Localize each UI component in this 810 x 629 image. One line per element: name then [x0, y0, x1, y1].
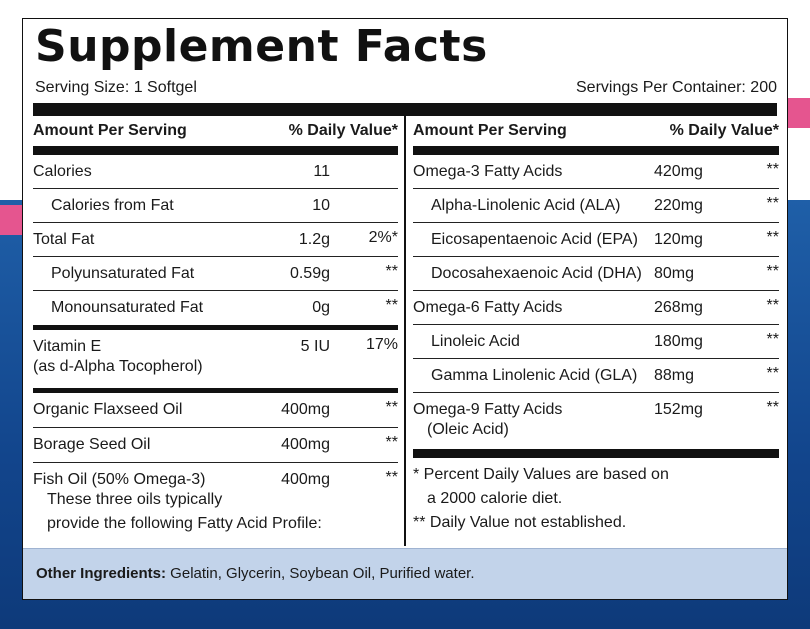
amount-per-serving-heading: Amount Per Serving	[33, 122, 187, 139]
fatty-acid-amount: 120mg	[654, 231, 703, 248]
fatty-acid-amount: 220mg	[654, 197, 703, 214]
ingredient-amount: 400mg	[281, 401, 330, 418]
fatty-acid-daily-value: **	[766, 229, 779, 246]
header-divider	[33, 146, 398, 155]
other-ingredients-text: Gelatin, Glycerin, Soybean Oil, Purified…	[166, 565, 475, 582]
amount-per-serving-heading: Amount Per Serving	[413, 122, 567, 139]
fatty-acid-amount: 80mg	[654, 265, 695, 282]
left-column: Amount Per Serving % Daily Value* Calori…	[33, 116, 398, 543]
row-omega-6: Omega-6 Fatty Acids 268mg **	[413, 291, 779, 325]
nutrient-amount: 0g	[312, 299, 330, 316]
serving-size: Serving Size: 1 Softgel	[35, 79, 197, 96]
fatty-acid-daily-value: **	[766, 263, 779, 280]
footnote-dv-not-established: ** Daily Value not established.	[413, 514, 627, 531]
row-gla: Gamma Linolenic Acid (GLA) 88mg **	[413, 359, 779, 393]
fatty-acid-name: Gamma Linolenic Acid (GLA)	[431, 367, 638, 384]
fatty-acid-daily-value: **	[766, 161, 779, 178]
ingredient-amount: 400mg	[281, 436, 330, 453]
row-borage-seed-oil: Borage Seed Oil 400mg **	[33, 428, 398, 463]
fatty-acid-note-line-1: These three oils typically	[47, 491, 223, 508]
supplement-facts-panel: Supplement Facts Serving Size: 1 Softgel…	[22, 18, 788, 600]
row-dha: Docosahexaenoic Acid (DHA) 80mg **	[413, 257, 779, 291]
nutrient-name: Polyunsaturated Fat	[51, 265, 195, 282]
row-omega-3: Omega-3 Fatty Acids 420mg **	[413, 155, 779, 189]
nutrient-amount: 5 IU	[300, 338, 330, 355]
fatty-acid-daily-value: **	[766, 399, 779, 416]
fatty-acid-name: Eicosapentaenoic Acid (EPA)	[431, 231, 638, 248]
right-column-header: Amount Per Serving % Daily Value*	[413, 116, 779, 146]
fatty-acid-daily-value: **	[766, 195, 779, 212]
nutrient-name: Calories	[33, 163, 92, 180]
header-divider	[413, 146, 779, 155]
row-polyunsaturated-fat: Polyunsaturated Fat 0.59g **	[33, 257, 398, 291]
row-organic-flaxseed-oil: Organic Flaxseed Oil 400mg **	[33, 393, 398, 428]
row-monounsaturated-fat: Monounsaturated Fat 0g **	[33, 291, 398, 325]
row-fish-oil: Fish Oil (50% Omega-3) 400mg ** These th…	[33, 463, 398, 543]
fatty-acid-amount: 180mg	[654, 333, 703, 350]
footnote-calorie-diet: a 2000 calorie diet.	[427, 490, 563, 507]
section-divider	[33, 388, 398, 393]
servings-per-container: Servings Per Container: 200	[576, 79, 777, 96]
daily-value-heading: % Daily Value*	[669, 122, 779, 139]
daily-value-heading: % Daily Value*	[288, 122, 398, 139]
fatty-acid-name: Alpha-Linolenic Acid (ALA)	[431, 197, 621, 214]
row-calories: Calories 11	[33, 155, 398, 189]
fatty-acid-name: Omega-3 Fatty Acids	[413, 163, 563, 180]
fatty-acid-amount: 268mg	[654, 299, 703, 316]
top-thick-divider	[33, 103, 777, 116]
nutrient-daily-value: **	[385, 263, 398, 280]
left-column-header: Amount Per Serving % Daily Value*	[33, 116, 398, 146]
row-vitamin-e: Vitamin E (as d-Alpha Tocopherol) 5 IU 1…	[33, 330, 398, 388]
fatty-acid-daily-value: **	[766, 331, 779, 348]
row-ala: Alpha-Linolenic Acid (ALA) 220mg **	[413, 189, 779, 223]
fatty-acid-amount: 152mg	[654, 401, 703, 418]
row-calories-from-fat: Calories from Fat 10	[33, 189, 398, 223]
other-ingredients-band: Other Ingredients: Gelatin, Glycerin, So…	[23, 548, 787, 599]
footnotes: * Percent Daily Values are based on a 20…	[413, 463, 779, 535]
right-column: Amount Per Serving % Daily Value* Omega-…	[413, 116, 779, 535]
nutrient-name: Total Fat	[33, 231, 95, 248]
nutrient-daily-value: 2%*	[368, 229, 398, 246]
row-epa: Eicosapentaenoic Acid (EPA) 120mg **	[413, 223, 779, 257]
ingredient-amount: 400mg	[281, 471, 330, 488]
fatty-acid-name: Omega-9 Fatty Acids	[413, 401, 563, 418]
row-omega-9: Omega-9 Fatty Acids (Oleic Acid) 152mg *…	[413, 393, 779, 449]
ingredient-daily-value: **	[385, 434, 398, 451]
nutrient-name: Vitamin E	[33, 338, 102, 355]
panel-title: Supplement Facts	[35, 21, 488, 72]
ingredient-daily-value: **	[385, 469, 398, 486]
ingredient-daily-value: **	[385, 399, 398, 416]
fatty-acid-amount: 420mg	[654, 163, 703, 180]
row-total-fat: Total Fat 1.2g 2%*	[33, 223, 398, 257]
fatty-acid-name: Docosahexaenoic Acid (DHA)	[431, 265, 642, 282]
fatty-acid-amount: 88mg	[654, 367, 695, 384]
nutrient-daily-value: 17%	[365, 336, 398, 353]
ingredient-name: Borage Seed Oil	[33, 436, 151, 453]
fatty-acid-daily-value: **	[766, 297, 779, 314]
section-divider	[33, 325, 398, 330]
nutrient-amount: 0.59g	[289, 265, 330, 282]
nutrient-amount: 1.2g	[298, 231, 330, 248]
nutrient-amount: 10	[312, 197, 330, 214]
other-ingredients-label: Other Ingredients:	[36, 565, 167, 582]
footnote-percent-dv: * Percent Daily Values are based on	[413, 466, 669, 483]
nutrient-name: Monounsaturated Fat	[51, 299, 204, 316]
nutrient-subtitle: (as d-Alpha Tocopherol)	[33, 358, 203, 375]
row-linoleic-acid: Linoleic Acid 180mg **	[413, 325, 779, 359]
fatty-acid-name: Linoleic Acid	[431, 333, 520, 350]
nutrient-daily-value: **	[385, 297, 398, 314]
other-ingredients: Other Ingredients: Gelatin, Glycerin, So…	[36, 565, 475, 582]
footnote-divider	[413, 449, 779, 458]
fatty-acid-daily-value: **	[766, 365, 779, 382]
fatty-acid-note-line-2: provide the following Fatty Acid Profile…	[47, 515, 322, 532]
ingredient-name: Organic Flaxseed Oil	[33, 401, 183, 418]
column-divider	[404, 116, 406, 546]
nutrient-amount: 11	[313, 163, 330, 180]
ingredient-name: Fish Oil (50% Omega-3)	[33, 471, 206, 488]
nutrient-name: Calories from Fat	[51, 197, 174, 214]
fatty-acid-subtitle: (Oleic Acid)	[427, 421, 509, 438]
fatty-acid-name: Omega-6 Fatty Acids	[413, 299, 563, 316]
